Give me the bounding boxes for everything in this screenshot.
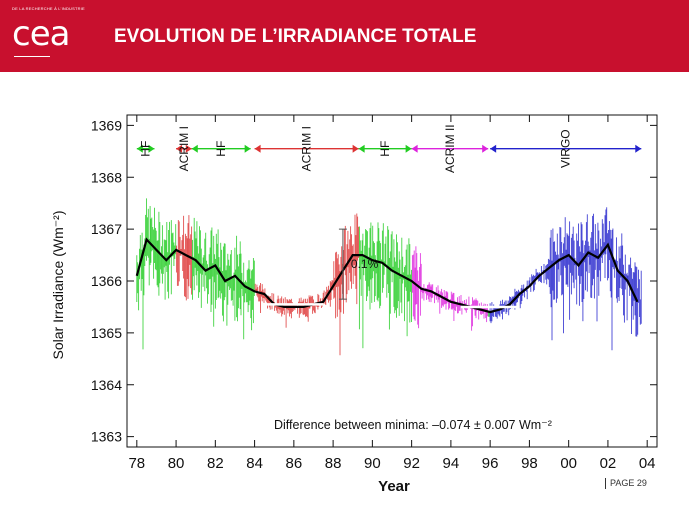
y-tick-label: 1364 xyxy=(91,377,122,393)
instrument-arrow-right xyxy=(352,144,359,153)
instrument-arrow-left xyxy=(254,144,261,153)
x-tick-label: 80 xyxy=(168,455,185,472)
footer-separator xyxy=(605,478,606,489)
x-axis-label: Year xyxy=(378,478,410,493)
x-tick-label: 00 xyxy=(560,455,577,472)
x-tick-label: 98 xyxy=(521,455,538,472)
logo-underline xyxy=(14,56,50,57)
instrument-arrow-right xyxy=(244,144,251,153)
header-banner: DE LA RECHERCHE À L’INDUSTRIE cea EVOLUT… xyxy=(0,0,689,72)
chart-svg: 78 80 82 84 86 88 90 92 94 96 98 00 02 04 1363 1364 1365… xyxy=(42,95,662,495)
x-tick-label: 96 xyxy=(482,455,499,472)
instrument-label: HF xyxy=(139,141,153,157)
y-tick-label: 1365 xyxy=(91,325,122,341)
logo-tagline: DE LA RECHERCHE À L’INDUSTRIE xyxy=(12,6,85,11)
slide-title: EVOLUTION DE L’IRRADIANCE TOTALE xyxy=(114,26,477,47)
instrument-arrow-left xyxy=(358,144,365,153)
x-tick-label: 92 xyxy=(403,455,420,472)
instrument-arrow-right xyxy=(405,144,412,153)
y-tick-label: 1366 xyxy=(91,273,122,289)
y-tick-label: 1368 xyxy=(91,169,122,185)
smoothed-irradiance-line xyxy=(135,237,639,314)
logo-wordmark: cea xyxy=(12,14,70,54)
page-number: PAGE 29 xyxy=(610,478,647,488)
x-tick-label: 84 xyxy=(246,455,263,472)
x-tick-label: 78 xyxy=(128,455,145,472)
y-tick-label: 1369 xyxy=(91,117,122,133)
instrument-arrow-left xyxy=(191,144,198,153)
y-tick-label: 1367 xyxy=(91,221,122,237)
minima-annotation: Difference between minima: –0.074 ± 0.00… xyxy=(274,418,552,432)
x-tick-label: 82 xyxy=(207,455,224,472)
instrument-arrow-right xyxy=(635,144,642,153)
instrument-arrow-right xyxy=(148,144,155,153)
instrument-label: ACRIM I xyxy=(300,126,314,171)
x-tick-label: 04 xyxy=(639,455,656,472)
instrument-label: VIRGO xyxy=(559,129,573,168)
instrument-label: HF xyxy=(378,141,392,157)
instrument-arrow-right xyxy=(482,144,489,153)
scale-bar-label: 0.1% xyxy=(351,257,379,271)
irradiance-chart: 78 80 82 84 86 88 90 92 94 96 98 00 02 04 1363 1364 1365… xyxy=(42,95,662,495)
x-tick-label: 90 xyxy=(364,455,381,472)
instrument-label: HF xyxy=(214,141,228,157)
x-tick-label: 94 xyxy=(443,455,460,472)
instrument-arrow-left xyxy=(136,144,143,153)
instrument-arrow-left xyxy=(490,144,497,153)
cea-logo: DE LA RECHERCHE À L’INDUSTRIE cea xyxy=(12,6,92,62)
x-tick-label: 86 xyxy=(286,455,303,472)
instrument-arrow-left xyxy=(176,144,183,153)
instrument-arrow-left xyxy=(411,144,418,153)
instrument-arrow-right xyxy=(185,144,192,153)
x-tick-label: 02 xyxy=(600,455,617,472)
y-tick-label: 1363 xyxy=(91,429,122,445)
instrument-label: ACRIM II xyxy=(443,124,457,173)
y-axis-label: Solar Irradiance (Wm⁻²) xyxy=(50,211,66,360)
chart-background xyxy=(42,95,662,493)
instrument-label: ACRIM I xyxy=(177,126,191,171)
x-tick-label: 88 xyxy=(325,455,342,472)
